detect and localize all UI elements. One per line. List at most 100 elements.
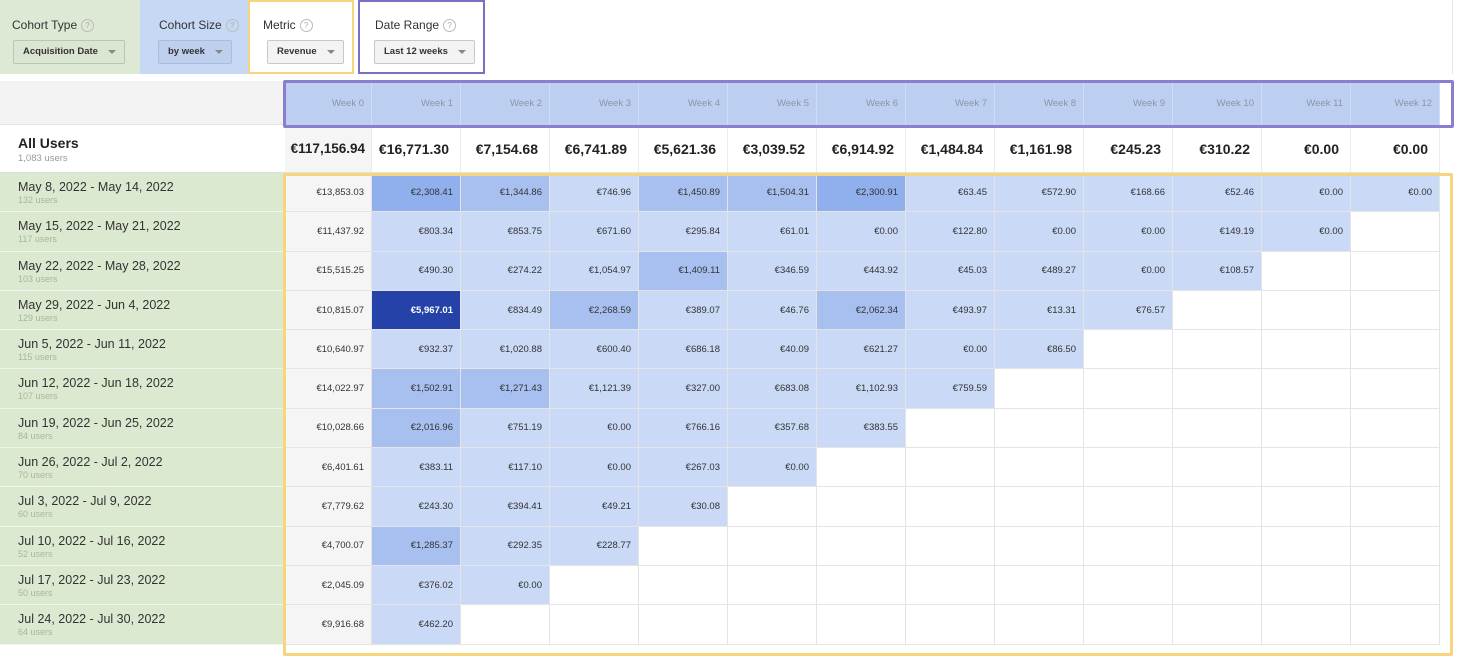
cohort-cell[interactable]: €149.19 — [1173, 212, 1262, 252]
cohort-cell[interactable]: €117.10 — [461, 448, 550, 488]
cohort-type-dropdown[interactable]: Acquisition Date — [13, 40, 125, 64]
cohort-cell[interactable]: €7,779.62 — [285, 487, 372, 527]
cohort-cell[interactable]: €122.80 — [906, 212, 995, 252]
cohort-cell[interactable]: €621.27 — [817, 330, 906, 370]
cohort-cell[interactable]: €1,271.43 — [461, 369, 550, 409]
column-header[interactable]: Week 11 — [1262, 81, 1351, 125]
cohort-size-dropdown[interactable]: by week — [158, 40, 232, 64]
cohort-label[interactable]: May 22, 2022 - May 28, 2022 103 users — [0, 251, 285, 291]
cohort-cell[interactable]: €683.08 — [728, 369, 817, 409]
cohort-cell[interactable]: €2,062.34 — [817, 290, 906, 331]
cohort-cell[interactable]: €572.90 — [995, 173, 1084, 213]
cohort-cell[interactable]: €168.66 — [1084, 173, 1173, 213]
column-header[interactable]: Week 5 — [728, 81, 817, 125]
cohort-cell[interactable]: €0.00 — [1262, 173, 1351, 213]
column-header[interactable]: Week 0 — [285, 81, 372, 125]
cohort-cell[interactable]: €1,344.86 — [461, 173, 550, 213]
column-header[interactable]: Week 2 — [461, 81, 550, 125]
cohort-cell[interactable]: €383.55 — [817, 408, 906, 449]
cohort-label[interactable]: Jul 3, 2022 - Jul 9, 2022 60 users — [0, 487, 285, 527]
cohort-cell[interactable]: €14,022.97 — [285, 369, 372, 409]
cohort-cell[interactable]: €462.20 — [372, 605, 461, 645]
cohort-cell[interactable]: €1,502.91 — [372, 369, 461, 409]
cohort-cell[interactable]: €63.45 — [906, 173, 995, 213]
cohort-cell[interactable]: €327.00 — [639, 369, 728, 409]
cohort-cell[interactable]: €10,028.66 — [285, 408, 372, 449]
cohort-cell[interactable]: €61.01 — [728, 212, 817, 252]
cohort-label[interactable]: Jul 24, 2022 - Jul 30, 2022 64 users — [0, 605, 285, 645]
cohort-cell[interactable]: €346.59 — [728, 251, 817, 291]
cohort-cell[interactable]: €49.21 — [550, 487, 639, 527]
cohort-cell[interactable]: €686.18 — [639, 330, 728, 370]
cohort-cell[interactable]: €30.08 — [639, 487, 728, 527]
cohort-cell[interactable]: €357.68 — [728, 408, 817, 449]
cohort-cell[interactable]: €4,700.07 — [285, 526, 372, 566]
help-icon[interactable]: ? — [299, 19, 313, 32]
cohort-cell[interactable]: €243.30 — [372, 487, 461, 527]
cohort-cell[interactable]: €394.41 — [461, 487, 550, 527]
cohort-cell[interactable]: €0.00 — [817, 212, 906, 252]
cohort-cell[interactable]: €10,815.07 — [285, 290, 372, 331]
cohort-cell[interactable]: €292.35 — [461, 526, 550, 566]
cohort-cell[interactable]: €15,515.25 — [285, 251, 372, 291]
help-icon[interactable]: ? — [443, 19, 457, 32]
cohort-cell[interactable]: €600.40 — [550, 330, 639, 370]
column-header[interactable]: Week 12 — [1351, 81, 1440, 125]
metric-dropdown[interactable]: Revenue — [267, 40, 344, 64]
cohort-cell[interactable]: €13.31 — [995, 290, 1084, 331]
cohort-cell[interactable]: €86.50 — [995, 330, 1084, 370]
cohort-cell[interactable]: €267.03 — [639, 448, 728, 488]
cohort-cell[interactable]: €295.84 — [639, 212, 728, 252]
cohort-cell[interactable]: €0.00 — [1084, 212, 1173, 252]
cohort-cell[interactable]: €1,121.39 — [550, 369, 639, 409]
cohort-label[interactable]: May 15, 2022 - May 21, 2022 117 users — [0, 212, 285, 252]
cohort-cell[interactable]: €751.19 — [461, 408, 550, 449]
cohort-cell[interactable]: €2,045.09 — [285, 565, 372, 606]
cohort-label[interactable]: Jun 12, 2022 - Jun 18, 2022 107 users — [0, 369, 285, 409]
cohort-cell[interactable]: €40.09 — [728, 330, 817, 370]
cohort-cell[interactable]: €0.00 — [728, 448, 817, 488]
column-header[interactable]: Week 9 — [1084, 81, 1173, 125]
cohort-cell[interactable]: €0.00 — [461, 565, 550, 606]
cohort-label[interactable]: May 29, 2022 - Jun 4, 2022 129 users — [0, 290, 285, 331]
cohort-cell[interactable]: €853.75 — [461, 212, 550, 252]
cohort-cell[interactable]: €2,016.96 — [372, 408, 461, 449]
cohort-cell[interactable]: €0.00 — [1351, 173, 1440, 213]
cohort-cell[interactable]: €932.37 — [372, 330, 461, 370]
cohort-cell[interactable]: €443.92 — [817, 251, 906, 291]
cohort-cell[interactable]: €13,853.03 — [285, 173, 372, 213]
cohort-cell[interactable]: €493.97 — [906, 290, 995, 331]
cohort-cell[interactable]: €2,300.91 — [817, 173, 906, 213]
cohort-label[interactable]: Jul 17, 2022 - Jul 23, 2022 50 users — [0, 565, 285, 606]
cohort-cell[interactable]: €9,916.68 — [285, 605, 372, 645]
cohort-label[interactable]: May 8, 2022 - May 14, 2022 132 users — [0, 173, 285, 213]
cohort-cell[interactable]: €0.00 — [550, 448, 639, 488]
cohort-label[interactable]: Jun 26, 2022 - Jul 2, 2022 70 users — [0, 448, 285, 488]
cohort-cell[interactable]: €0.00 — [995, 212, 1084, 252]
cohort-cell[interactable]: €108.57 — [1173, 251, 1262, 291]
cohort-cell[interactable]: €76.57 — [1084, 290, 1173, 331]
column-header[interactable]: Week 10 — [1173, 81, 1262, 125]
cohort-cell[interactable]: €52.46 — [1173, 173, 1262, 213]
help-icon[interactable]: ? — [81, 19, 95, 32]
cohort-cell[interactable]: €759.59 — [906, 369, 995, 409]
cohort-cell[interactable]: €1,409.11 — [639, 251, 728, 291]
cohort-cell[interactable]: €766.16 — [639, 408, 728, 449]
cohort-cell[interactable]: €0.00 — [1084, 251, 1173, 291]
cohort-cell[interactable]: €383.11 — [372, 448, 461, 488]
cohort-label[interactable]: Jul 10, 2022 - Jul 16, 2022 52 users — [0, 526, 285, 566]
cohort-cell[interactable]: €1,054.97 — [550, 251, 639, 291]
cohort-cell[interactable]: €10,640.97 — [285, 330, 372, 370]
cohort-cell[interactable]: €671.60 — [550, 212, 639, 252]
cohort-cell[interactable]: €834.49 — [461, 290, 550, 331]
cohort-cell[interactable]: €0.00 — [1262, 212, 1351, 252]
cohort-cell[interactable]: €1,450.89 — [639, 173, 728, 213]
cohort-cell[interactable]: €274.22 — [461, 251, 550, 291]
cohort-cell[interactable]: €45.03 — [906, 251, 995, 291]
cohort-label[interactable]: Jun 19, 2022 - Jun 25, 2022 84 users — [0, 408, 285, 449]
cohort-cell[interactable]: €6,401.61 — [285, 448, 372, 488]
cohort-label[interactable]: Jun 5, 2022 - Jun 11, 2022 115 users — [0, 330, 285, 370]
column-header[interactable]: Week 1 — [372, 81, 461, 125]
cohort-cell[interactable]: €46.76 — [728, 290, 817, 331]
cohort-cell[interactable]: €490.30 — [372, 251, 461, 291]
